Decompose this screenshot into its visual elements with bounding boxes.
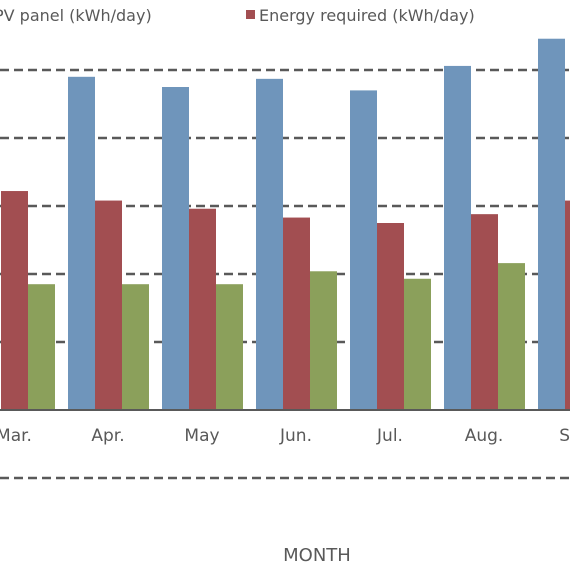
x-tick-labels: Mar. Apr. May Jun. Jul. Aug. Sep.	[0, 426, 570, 446]
x-tick-label: Jul.	[376, 426, 403, 446]
legend-label-pv: PV panel (kWh/day)	[0, 6, 152, 25]
bar-series-1-may	[162, 87, 189, 410]
bar-series-2-aug	[471, 214, 498, 410]
x-tick-label: Sep.	[559, 426, 570, 446]
bar-series-3-jun	[310, 271, 337, 410]
x-tick-label: Mar.	[0, 426, 32, 446]
legend-swatch-energy	[246, 10, 255, 19]
bar-series-1-jul	[350, 90, 377, 411]
bar-series-1-jun	[256, 78, 283, 410]
bar-series-1-sep	[538, 38, 565, 410]
legend-label-energy: Energy required (kWh/day)	[259, 6, 475, 25]
x-tick-label: May	[184, 426, 219, 446]
bar-series-3-apr	[122, 284, 149, 410]
bar-series-2-sep	[565, 200, 570, 410]
legend: PV panel (kWh/day) Energy required (kWh/…	[0, 6, 475, 25]
x-tick-label: Jun.	[279, 426, 312, 446]
bars	[1, 38, 570, 411]
bar-series-1-apr	[68, 76, 95, 411]
bar-series-3-jul	[404, 278, 431, 410]
bar-series-2-apr	[95, 200, 122, 410]
x-tick-label: Apr.	[91, 426, 124, 446]
bar-series-3-aug	[498, 263, 525, 410]
bar-series-3-may	[216, 284, 243, 410]
bar-series-3-mar	[28, 284, 55, 410]
x-tick-label: Aug.	[465, 426, 504, 446]
bar-series-2-jun	[283, 217, 310, 410]
bar-series-2-may	[189, 208, 216, 410]
bar-series-2-jul	[377, 223, 404, 410]
x-axis-title: MONTH	[283, 545, 351, 566]
bar-series-1-aug	[444, 65, 471, 411]
bar-series-2-mar	[1, 191, 28, 410]
